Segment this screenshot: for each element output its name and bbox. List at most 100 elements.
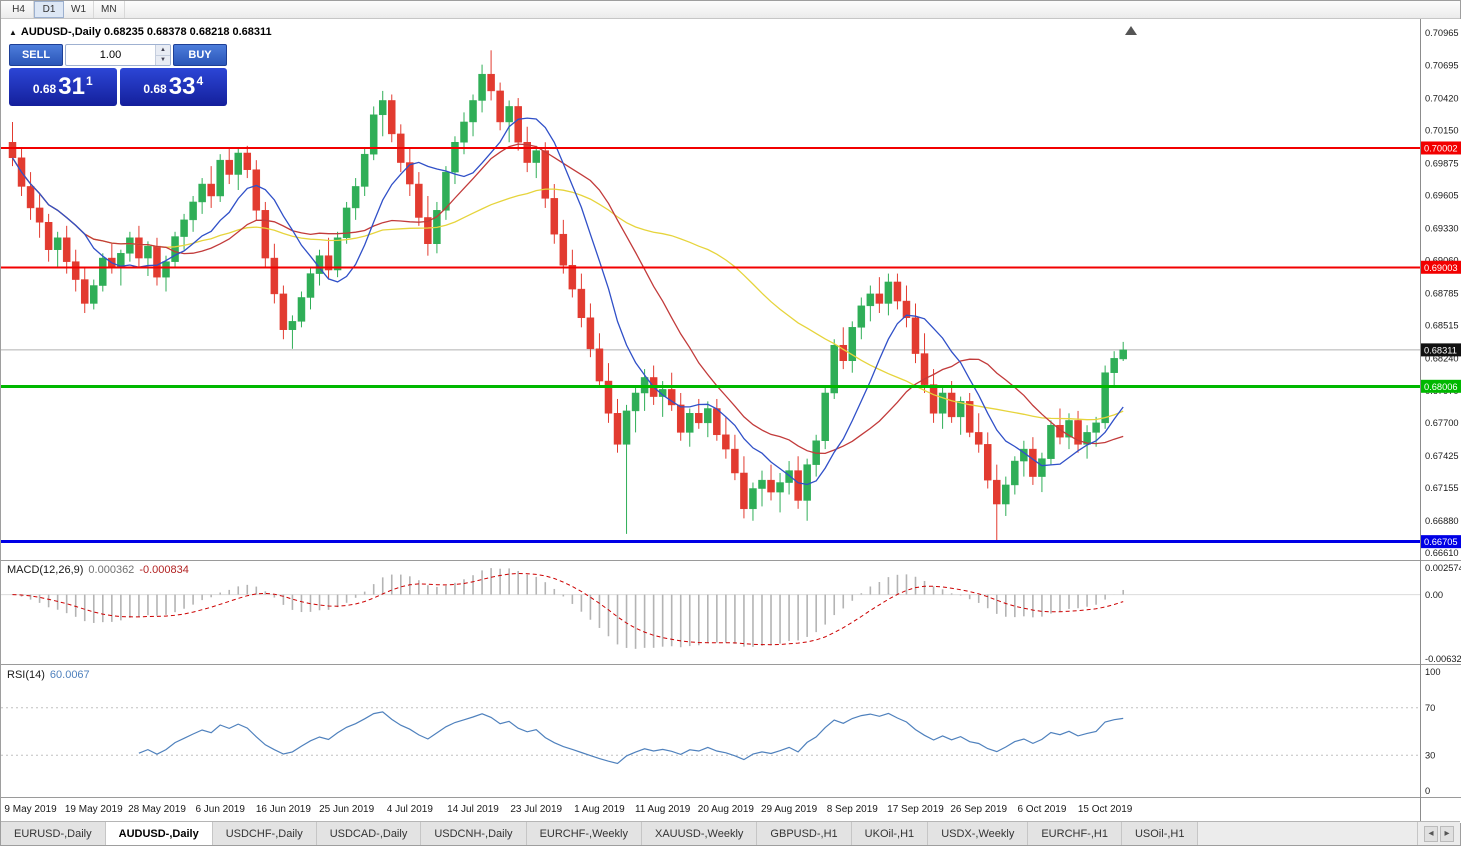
date-axis-label[interactable]: 6 Oct 2019 [1017, 804, 1066, 815]
date-axis-label[interactable]: 4 Jul 2019 [387, 804, 434, 815]
tabs-scroll-right-button[interactable]: ▸ [1440, 825, 1454, 842]
candle-down [1074, 410, 1082, 453]
candle-up [442, 166, 450, 220]
chart-canvas[interactable]: 0.70965 0.70695 0.70420 0.70150 0.69875 0.696… [1, 19, 1461, 823]
candle-up [1101, 365, 1109, 429]
date-axis-label[interactable]: 11 Aug 2019 [635, 804, 691, 815]
chart-tab-xauusd-weekly[interactable]: XAUUSD-,Weekly [641, 822, 758, 845]
date-axis-label[interactable]: 15 Oct 2019 [1078, 804, 1133, 815]
candle-down [108, 243, 116, 274]
date-axis-label[interactable]: 29 Aug 2019 [761, 804, 818, 815]
chart-tab-usdcad-daily[interactable]: USDCAD-,Daily [316, 822, 422, 845]
date-axis-label[interactable]: 14 Jul 2019 [447, 804, 499, 815]
timeframe-button-h4[interactable]: H4 [4, 1, 34, 18]
date-axis-label[interactable]: 8 Sep 2019 [827, 804, 879, 815]
date-axis-label[interactable]: 1 Aug 2019 [574, 804, 625, 815]
macd-scale-label[interactable]: 0.00 [1425, 590, 1443, 600]
date-axis-label[interactable]: 9 May 2019 [4, 804, 57, 815]
chart-tab-eurchf-weekly[interactable]: EURCHF-,Weekly [526, 822, 642, 845]
tab-scroll-arrows: ◂ ▸ [1417, 822, 1460, 845]
candle-down [893, 273, 902, 310]
sell-price-prefix: 0.68 [32, 82, 57, 96]
timeframe-button-mn[interactable]: MN [94, 1, 125, 18]
buy-price[interactable]: 0.68 33 4 [119, 68, 227, 106]
candle-up [776, 472, 784, 513]
candle-down [415, 172, 423, 226]
candle-down [44, 213, 53, 262]
svg-text:0.66705: 0.66705 [1424, 537, 1458, 547]
price-scale-label[interactable]: 0.69875 [1425, 158, 1459, 168]
price-badge-0.69003: 0.69003 [1421, 260, 1461, 274]
candle-up [1110, 351, 1118, 388]
chart-tab-usdx-weekly[interactable]: USDX-,Weekly [928, 822, 1029, 845]
candle-down [406, 148, 414, 196]
date-axis-label[interactable]: 19 May 2019 [65, 804, 123, 815]
price-scale-label[interactable]: 0.69060 [1425, 256, 1459, 266]
date-axis-label[interactable]: 23 Jul 2019 [510, 804, 562, 815]
rsi-scale-label[interactable]: 0 [1425, 786, 1430, 796]
price-scale-label[interactable]: 0.68515 [1425, 321, 1459, 331]
candle-down [1029, 437, 1037, 485]
price-scale-label[interactable]: 0.70965 [1425, 28, 1459, 38]
candle-down [767, 464, 775, 501]
candle-up [478, 64, 486, 113]
price-scale-label[interactable]: 0.68240 [1425, 354, 1459, 364]
chart-tab-ukoil-h1[interactable]: UKOil-,H1 [851, 822, 929, 845]
price-scale-label[interactable]: 0.70420 [1425, 93, 1459, 103]
candle-down [496, 82, 504, 131]
price-badge-0.70002: 0.70002 [1421, 141, 1461, 155]
tabs-scroll-left-button[interactable]: ◂ [1424, 825, 1438, 842]
volume-value[interactable]: 1.00 [99, 49, 122, 61]
candle-down [667, 372, 676, 411]
chart-tab-usoil-h1[interactable]: USOil-,H1 [1121, 822, 1199, 845]
chart-area[interactable]: 0.70965 0.70695 0.70420 0.70150 0.69875 0.696… [1, 19, 1461, 823]
candle-up [351, 178, 360, 220]
buy-button[interactable]: BUY [173, 44, 227, 66]
chart-tab-gbpusd-h1[interactable]: GBPUSD-,H1 [757, 822, 852, 845]
price-scale-label[interactable]: 0.67425 [1425, 451, 1459, 461]
date-axis-label[interactable]: 6 Jun 2019 [195, 804, 245, 815]
date-axis-label[interactable]: 16 Jun 2019 [256, 804, 311, 815]
candle-down [243, 145, 252, 179]
chart-tab-usdchf-daily[interactable]: USDCHF-,Daily [212, 822, 317, 845]
date-axis-label[interactable]: 20 Aug 2019 [698, 804, 755, 815]
price-scale-label[interactable]: 0.66610 [1425, 548, 1459, 558]
date-axis-label[interactable]: 28 May 2019 [128, 804, 186, 815]
candle-down [35, 193, 44, 238]
rsi-scale-label[interactable]: 70 [1425, 703, 1435, 713]
chart-tab-eurchf-h1[interactable]: EURCHF-,H1 [1028, 822, 1122, 845]
price-scale-label[interactable]: 0.70150 [1425, 126, 1459, 136]
candle-up [884, 273, 893, 316]
price-scale-label[interactable]: 0.66880 [1425, 516, 1459, 526]
macd-scale-label[interactable]: 0.002574 [1425, 563, 1461, 573]
candle-down [270, 243, 279, 304]
price-scale-label[interactable]: 0.67700 [1425, 418, 1459, 428]
sell-button[interactable]: SELL [9, 44, 63, 66]
price-scale-label[interactable]: 0.68785 [1425, 288, 1459, 298]
volume-field[interactable]: 1.00 ▲ ▼ [65, 44, 171, 66]
price-scale-label[interactable]: 0.70695 [1425, 60, 1459, 70]
sell-price[interactable]: 0.68 31 1 [9, 68, 117, 106]
macd-scale-label[interactable]: -0.006326 [1425, 654, 1461, 664]
chart-tab-eurusd-daily[interactable]: EURUSD-,Daily [1, 822, 106, 845]
date-axis-label[interactable]: 25 Jun 2019 [319, 804, 374, 815]
timeframe-button-d1[interactable]: D1 [34, 1, 64, 18]
chart-tab-audusd-daily[interactable]: AUDUSD-,Daily [105, 822, 213, 845]
price-scale-label[interactable]: 0.69330 [1425, 223, 1459, 233]
volume-increase-button[interactable]: ▲ [156, 45, 170, 55]
price-scale-label[interactable]: 0.67155 [1425, 483, 1459, 493]
moving-average-18 [11, 143, 1124, 455]
rsi-scale-label[interactable]: 100 [1425, 667, 1441, 677]
volume-decrease-button[interactable]: ▼ [156, 54, 170, 65]
date-axis-label[interactable]: 26 Sep 2019 [950, 804, 1007, 815]
date-axis-label[interactable]: 17 Sep 2019 [887, 804, 944, 815]
chart-tab-usdcnh-daily[interactable]: USDCNH-,Daily [421, 822, 527, 845]
rsi-scale-label[interactable]: 30 [1425, 751, 1435, 761]
candles-layer [8, 50, 1127, 543]
price-scale-label[interactable]: 0.69605 [1425, 191, 1459, 201]
candle-up [1002, 476, 1010, 516]
candle-down [225, 148, 233, 185]
candle-down [722, 416, 730, 459]
candle-down [568, 249, 577, 298]
timeframe-button-w1[interactable]: W1 [64, 1, 94, 18]
